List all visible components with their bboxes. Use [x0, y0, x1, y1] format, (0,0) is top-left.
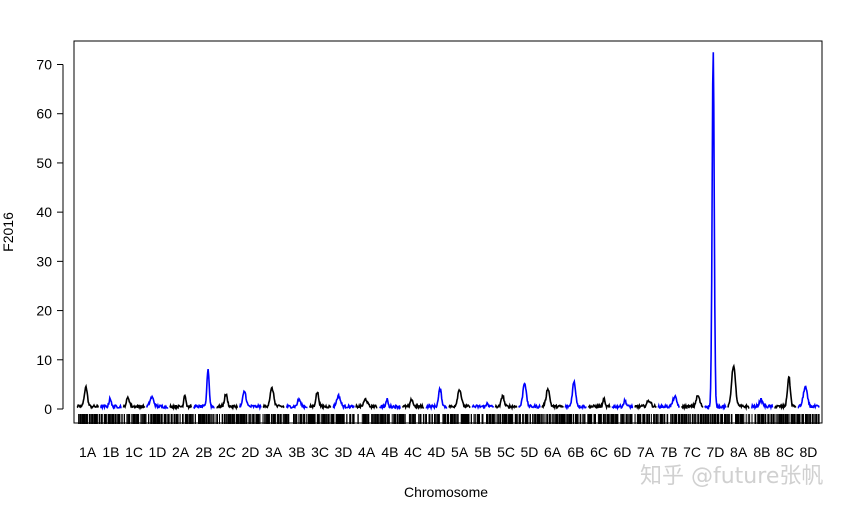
x-tick-label: 7A	[637, 444, 655, 460]
x-tick-label: 1D	[148, 444, 166, 460]
y-tick-label: 50	[36, 155, 52, 171]
chromosome-trace-7C	[680, 395, 704, 411]
chromosome-trace-5D	[518, 382, 541, 410]
plot-frame	[73, 40, 823, 424]
x-tick-label: 4B	[381, 444, 398, 460]
x-tick-label: 4D	[427, 444, 445, 460]
x-tick-label: 3D	[334, 444, 352, 460]
chromosome-trace-7D	[704, 52, 727, 411]
chromosome-trace-1D	[146, 394, 169, 410]
x-axis: 1A 1B 1C 1D 2A 2B 2C 2D 3A 3B 3C 3D 4A 4B 4C 4D 5A 5B 5C 5D…	[79, 444, 817, 460]
chromosome-trace-2D	[239, 389, 262, 411]
x-tick-label: 3C	[311, 444, 329, 460]
y-tick-label: 20	[36, 303, 52, 319]
chromosome-trace-7A	[634, 398, 657, 411]
x-tick-label: 1A	[79, 444, 97, 460]
y-axis: 0 10 20 30 40 50 60 70	[36, 57, 64, 417]
chromosome-trace-6A	[541, 386, 564, 411]
chromosome-trace-5C	[494, 393, 518, 411]
chromosome-trace-8A	[727, 363, 750, 411]
chromosome-trace-1B	[100, 394, 122, 411]
chromosome-trace-3A	[262, 385, 285, 409]
y-tick-label: 0	[44, 401, 52, 417]
chromosome-trace-8D	[797, 385, 820, 410]
x-tick-label: 8D	[799, 444, 817, 460]
chromosome-trace-8B	[751, 397, 774, 411]
chromosome-trace-5A	[448, 388, 471, 410]
y-tick-label: 40	[36, 204, 52, 220]
chromosome-trace-3B	[285, 397, 308, 411]
x-tick-label: 5D	[520, 444, 538, 460]
x-tick-label: 8A	[730, 444, 748, 460]
y-axis-label: F2016	[0, 212, 16, 252]
chromosome-trace-2B	[193, 369, 215, 411]
x-tick-label: 2A	[172, 444, 190, 460]
x-tick-label: 1C	[125, 444, 143, 460]
chromosome-trace-1A	[76, 383, 100, 410]
chromosome-trace-7B	[657, 394, 680, 409]
y-tick-label: 60	[36, 106, 52, 122]
x-tick-label: 5A	[451, 444, 469, 460]
x-tick-label: 2B	[195, 444, 212, 460]
x-tick-label: 5B	[474, 444, 491, 460]
x-tick-label: 7C	[683, 444, 701, 460]
chromosome-trace-8C	[774, 375, 797, 411]
x-tick-label: 7B	[660, 444, 677, 460]
chromosome-trace-6D	[611, 396, 634, 411]
x-tick-label: 8B	[753, 444, 770, 460]
x-tick-label: 3A	[265, 444, 283, 460]
y-tick-label: 10	[36, 352, 52, 368]
x-tick-label: 4A	[358, 444, 376, 460]
y-tick-label: 70	[36, 57, 52, 73]
marker-rug	[78, 414, 820, 424]
x-tick-label: 1B	[102, 444, 119, 460]
x-tick-label: 8C	[776, 444, 794, 460]
x-tick-label: 6B	[567, 444, 584, 460]
x-tick-label: 6A	[544, 444, 562, 460]
chromosome-trace-4C	[401, 396, 425, 411]
chromosome-trace-4B	[379, 397, 401, 411]
chromosome-trace-6C	[587, 395, 611, 411]
chromosome-trace-4D	[425, 385, 448, 411]
x-tick-label: 6C	[590, 444, 608, 460]
chromosome-trace-5B	[471, 400, 495, 411]
chromosome-trace-6B	[564, 378, 587, 411]
chromosome-traces	[76, 52, 820, 411]
chromosome-trace-3C	[308, 391, 332, 411]
x-tick-label: 5C	[497, 444, 515, 460]
chromosome-trace-1C	[122, 395, 146, 411]
x-tick-label: 7D	[706, 444, 724, 460]
chromosome-trace-2A	[169, 393, 193, 411]
y-tick-label: 30	[36, 253, 52, 269]
x-axis-label: Chromosome	[404, 484, 488, 500]
chromosome-trace-2C	[216, 393, 239, 411]
x-tick-label: 2D	[241, 444, 259, 460]
x-tick-label: 2C	[218, 444, 236, 460]
x-tick-label: 6D	[613, 444, 631, 460]
watermark: 知乎 @future张帆	[640, 464, 824, 489]
x-tick-label: 3B	[288, 444, 305, 460]
chromosome-trace-4A	[355, 397, 378, 411]
x-tick-label: 4C	[404, 444, 422, 460]
chromosome-trace-3D	[332, 392, 355, 411]
